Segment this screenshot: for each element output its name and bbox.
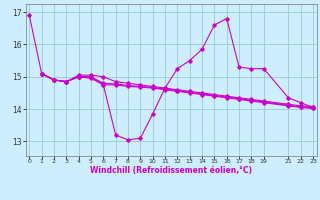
X-axis label: Windchill (Refroidissement éolien,°C): Windchill (Refroidissement éolien,°C) — [90, 166, 252, 175]
